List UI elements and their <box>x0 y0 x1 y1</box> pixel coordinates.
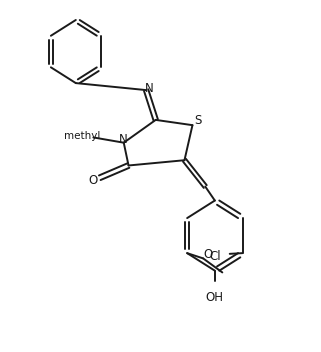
Text: O: O <box>203 248 213 261</box>
Text: Cl: Cl <box>210 250 221 263</box>
Text: S: S <box>195 114 202 127</box>
Text: O: O <box>89 174 98 187</box>
Text: N: N <box>119 133 127 146</box>
Text: methyl: methyl <box>64 131 100 141</box>
Text: N: N <box>145 82 154 95</box>
Text: OH: OH <box>206 291 224 304</box>
